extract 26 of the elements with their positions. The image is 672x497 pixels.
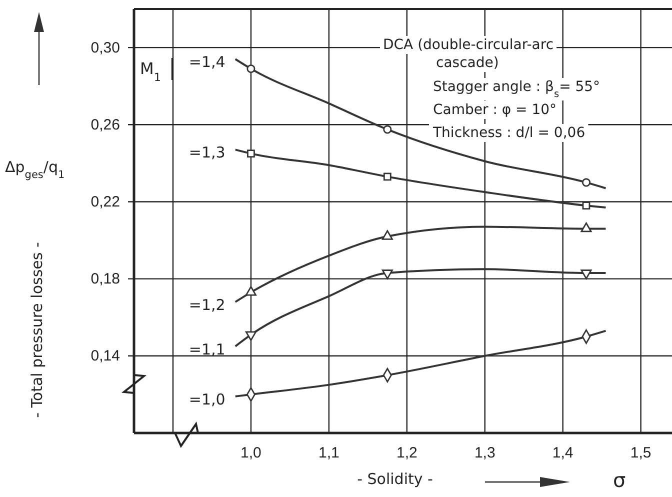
series-label: =1,2: [188, 296, 226, 314]
y-axis-title: - Total pressure losses -: [28, 242, 46, 418]
x-tick-label: 1,0: [240, 444, 262, 462]
x-tick-label: 1,2: [396, 444, 418, 462]
x-tick-label: 1,4: [552, 444, 574, 462]
y-tick-label: 0,18: [90, 270, 120, 288]
y-tick-label: 0,30: [90, 39, 120, 56]
annotation: cascade): [436, 55, 499, 71]
series-label: =1,3: [188, 144, 226, 162]
series-label: =1,1: [188, 340, 226, 358]
annotation: M$_{1}$: [140, 59, 161, 84]
annotation: Thickness : d/l = 0,06: [432, 125, 586, 141]
x-axis-title: - Solidity -: [357, 470, 433, 488]
y-tick-label: 0,14: [90, 348, 120, 365]
annotation: Stagger angle : β$_{s}$= 55°: [433, 79, 600, 100]
x-tick-label: 1,1: [318, 444, 340, 462]
series-label: =1,0: [188, 390, 226, 408]
y-tick-label: 0,22: [90, 194, 120, 211]
text: σ: [613, 468, 626, 492]
y-tick-label: 0,26: [90, 116, 120, 134]
text: Δp$_{ges}$/q$_{1}$: [5, 158, 65, 181]
annotation: DCA (double-circular-arc: [383, 37, 554, 53]
x-tick-label: 1,5: [630, 444, 652, 462]
series-label: =1,4: [188, 53, 226, 72]
annotation: Camber : φ = 10°: [433, 102, 557, 118]
x-tick-label: 1,3: [474, 444, 496, 462]
